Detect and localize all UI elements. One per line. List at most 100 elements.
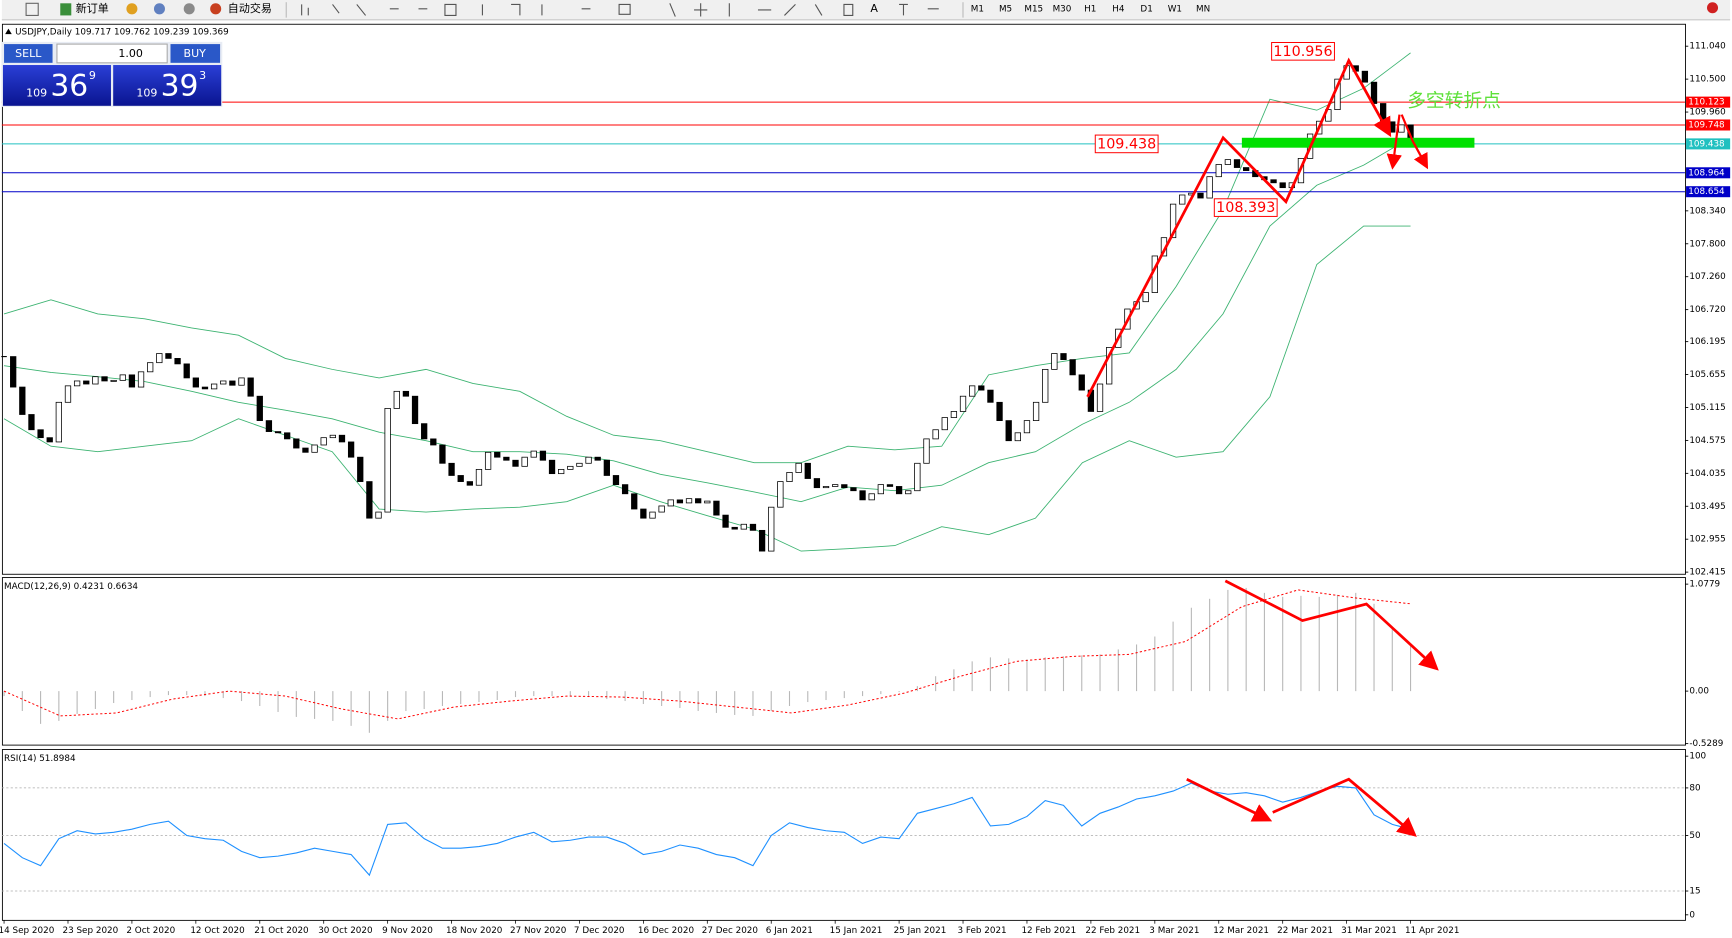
candle [758,529,766,552]
candle [1389,121,1396,133]
auto-trading[interactable]: 自动交易 [228,1,272,15]
candle [503,456,510,461]
candle [192,377,199,388]
turning-point-note: 多空转折点 [1407,91,1501,112]
candle [238,377,245,386]
candle [128,374,136,388]
candle [165,353,172,359]
bollinger-upper [3,52,1411,464]
bid-fraction[interactable]: 9 [89,69,96,82]
bid-big-figure[interactable]: 109 [26,87,47,100]
price-level-tag [1686,186,1731,198]
timeframe[interactable]: W1 [1168,4,1182,14]
candle [768,506,775,552]
price-annotation-box [1271,42,1335,61]
arrow [1400,114,1429,170]
candle [713,500,720,516]
lots[interactable]: 1.00 [118,47,143,60]
ask-big-figure[interactable]: 109 [136,87,157,100]
timeframe[interactable]: M30 [1053,4,1072,14]
collapse-icon[interactable] [5,28,12,35]
candle [28,414,35,431]
y-tick-label: 105.115 [1689,403,1725,413]
toolbar-icons [301,3,939,17]
candle [1042,368,1049,403]
candle [110,379,117,382]
arrow [1386,114,1402,170]
x-tick-label: 27 Nov 2020 [510,926,567,936]
macd-signal [3,589,1411,720]
ask-fraction[interactable]: 3 [199,69,206,82]
price-annotation: 110.956 [1273,44,1332,60]
icon[interactable] [25,2,39,16]
bid-box[interactable] [2,65,111,106]
x-tick-label: 22 Feb 2021 [1085,926,1140,936]
candle [841,484,848,489]
candle [923,438,930,464]
candle [813,478,821,489]
ask-box[interactable] [113,65,222,106]
y-tick-label: 109.960 [1689,108,1726,118]
y-tick-label: 105.655 [1689,370,1725,380]
timeframe[interactable]: M5 [999,4,1012,14]
candle [1032,401,1040,421]
candle [521,456,528,467]
buy-label[interactable]: BUY [184,47,207,60]
candle [73,380,81,387]
candle [1233,159,1241,168]
candle [37,429,44,439]
x-tick-label: 22 Mar 2021 [1277,926,1333,936]
sell-label[interactable]: SELL [15,47,42,60]
candle [439,444,446,464]
candle [631,493,638,510]
candle [667,499,674,507]
buy-button[interactable] [170,44,221,63]
x-tick-label: 12 Mar 2021 [1213,926,1269,936]
candle [959,395,967,412]
icon[interactable] [183,3,195,15]
timeframe[interactable]: M1 [971,4,984,14]
candle [658,505,665,513]
x-tick-label: 23 Sep 2020 [62,926,118,936]
icon-new-order[interactable] [60,3,72,16]
icon[interactable] [126,3,138,15]
ask-pips[interactable]: 39 [161,69,199,104]
timeframe[interactable]: H4 [1112,4,1125,14]
y-tick-label: 0.00 [1689,687,1709,697]
timeframe[interactable]: H1 [1084,4,1096,14]
candle [210,383,218,390]
main-title: USDJPY,Daily 109.717 109.762 109.239 109… [15,27,229,37]
price-annotation-box [1213,198,1278,217]
lots-field[interactable] [56,43,168,64]
icon[interactable] [153,3,165,15]
candle [731,526,738,530]
alert-badge[interactable] [1707,2,1719,14]
candle [685,498,693,504]
y-tick-label: 104.035 [1689,469,1725,479]
x-tick-label: 16 Dec 2020 [638,926,695,936]
candle [421,423,428,440]
icon-auto-trading[interactable] [210,3,222,15]
sell-button[interactable] [4,44,53,63]
price-level-tag [1686,167,1731,179]
bollinger-lower [3,225,1411,552]
x-tick-label: 15 Jan 2021 [830,926,883,936]
candle [695,498,702,504]
timeframe[interactable]: M15 [1024,4,1043,14]
bid-pips[interactable]: 36 [50,69,88,104]
y-tick-label: 110.500 [1689,75,1726,85]
timeframe[interactable]: MN [1196,4,1210,14]
new-order[interactable]: 新订单 [76,1,109,15]
rsi-title: RSI(14) 51.8984 [4,754,76,764]
candle [302,447,309,453]
macd-arrows [1224,579,1439,671]
icon-text[interactable]: A [870,2,878,15]
candle [46,437,53,443]
candle [156,353,163,364]
y-tick-label: 107.260 [1689,272,1726,282]
timeframe[interactable]: D1 [1140,4,1152,14]
candle [201,386,209,390]
price-level-label: 109.748 [1688,120,1724,130]
